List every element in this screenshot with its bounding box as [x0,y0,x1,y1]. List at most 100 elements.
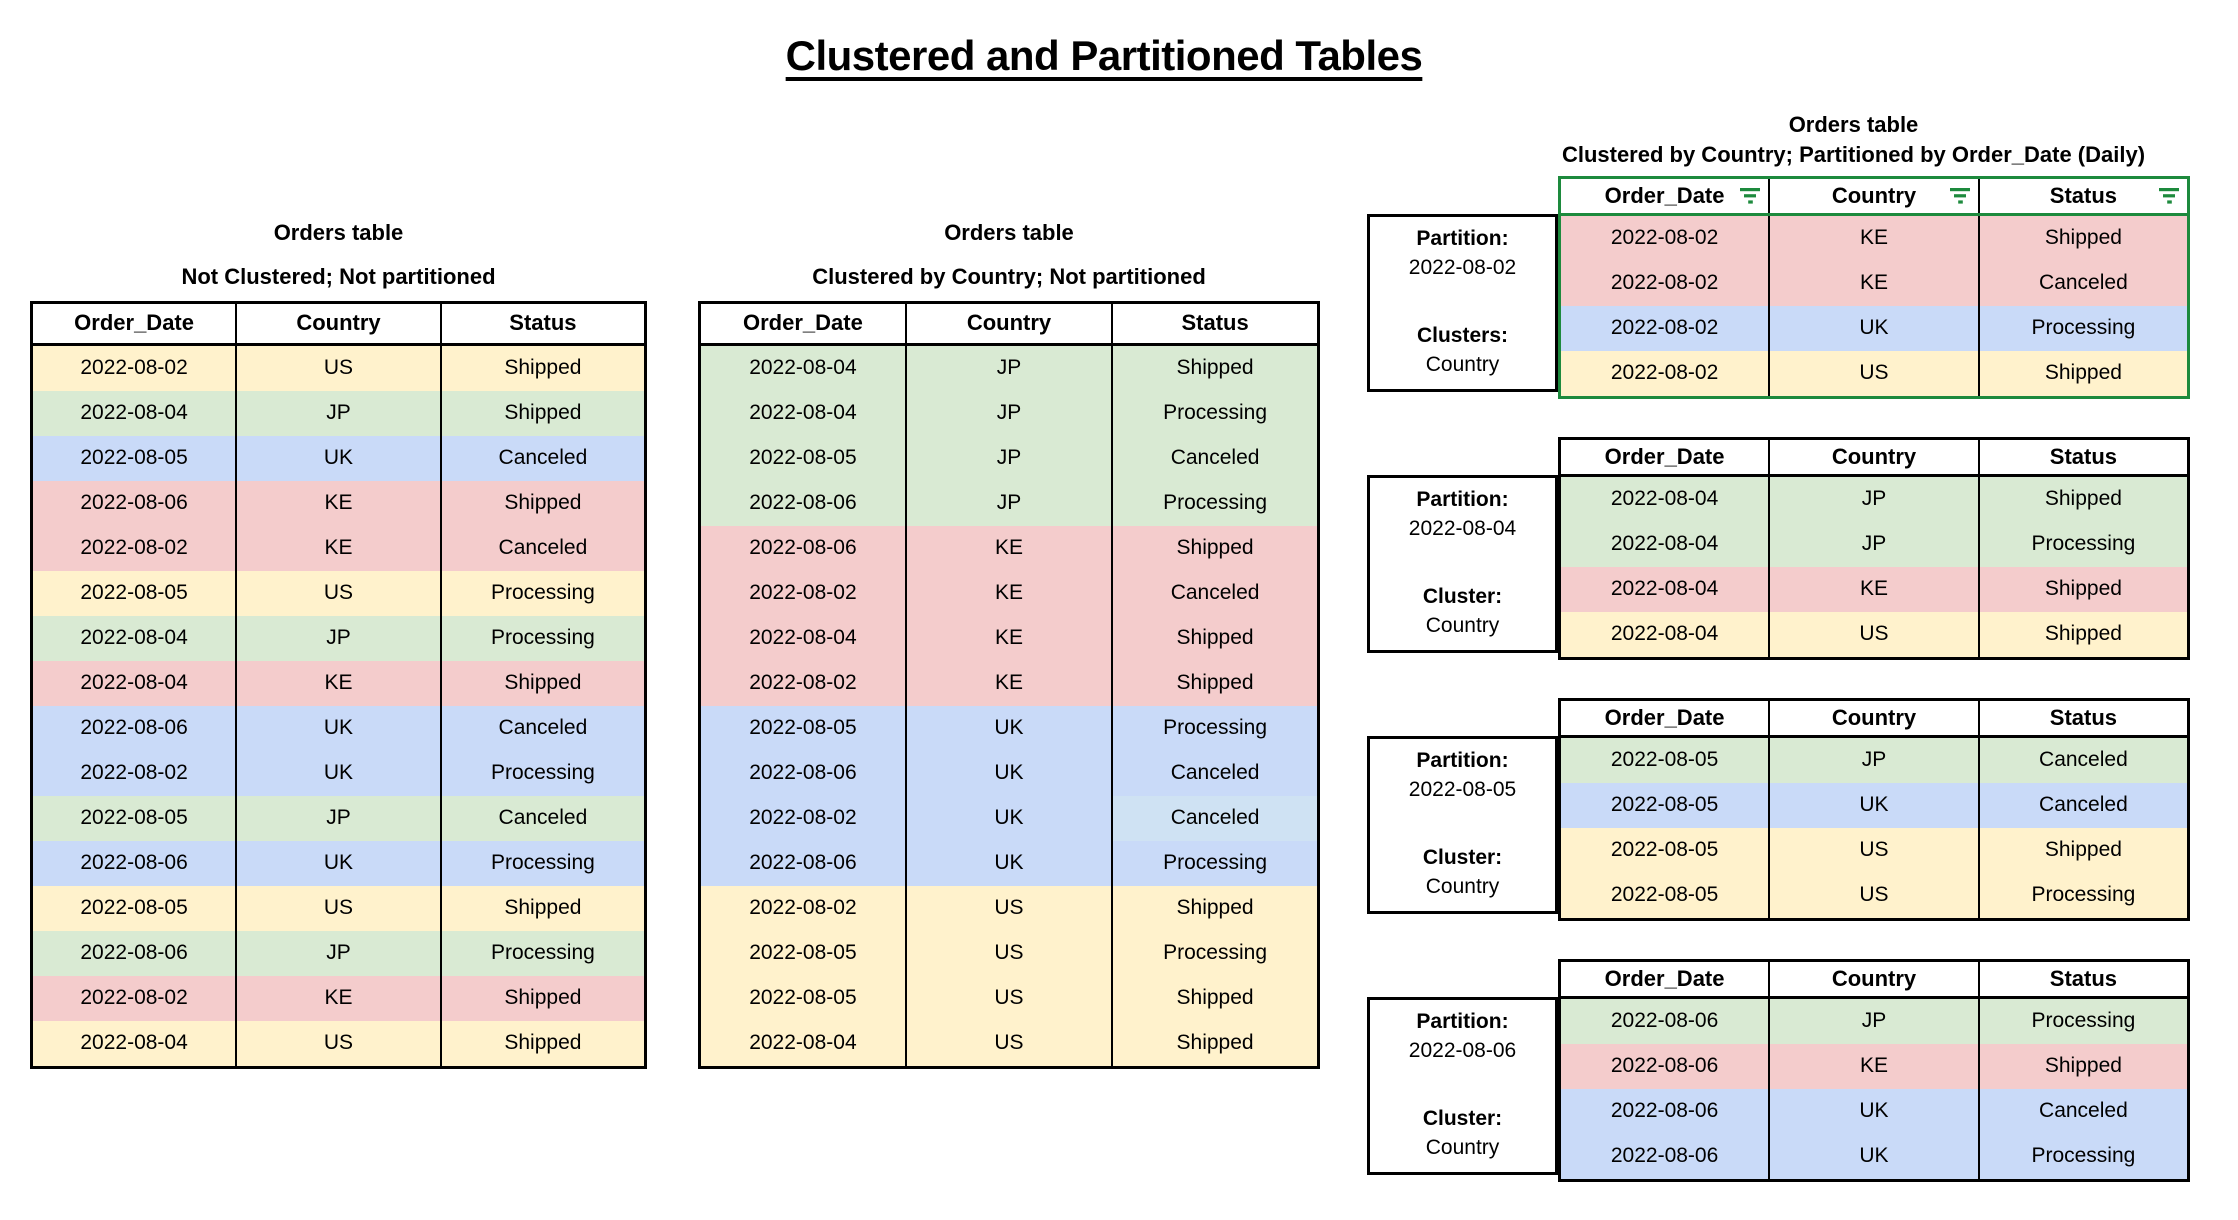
table-row: 2022-08-02 UK Processing [1559,305,2189,351]
cell-order-date: 2022-08-06 [1559,1043,1770,1089]
table-row: 2022-08-05 US Processing [31,570,646,616]
table-row: 2022-08-04 JP Processing [31,615,646,661]
cell-status: Shipped [439,975,646,1021]
cell-order-date: 2022-08-06 [1559,997,1770,1044]
partition-info: Partition: 2022-08-05 [1372,746,1553,804]
cell-country: JP [235,930,441,976]
table-row: 2022-08-05 US Shipped [31,885,646,931]
cell-order-date: 2022-08-04 [31,615,237,661]
cell-status: Processing [1977,305,2189,351]
cell-country: JP [904,344,1113,391]
column-header-label: Country [966,310,1052,336]
cell-order-date: 2022-08-06 [31,840,237,886]
table-row: 2022-08-05 US Processing [1559,872,2189,920]
column-header-country: Country [904,302,1113,346]
table-row: 2022-08-05 UK Processing [699,705,1319,751]
table-row: 2022-08-05 US Shipped [1559,827,2189,873]
filter-icon[interactable] [1949,187,1971,204]
cell-status: Canceled [439,705,646,751]
cell-country: KE [235,975,441,1021]
cluster-info: Clusters: Country [1372,321,1553,379]
partition-block-2022-08-06: Partition: 2022-08-06 Cluster: Country Order… [1367,958,2190,1182]
partition-value: 2022-08-02 [1408,255,1517,279]
table-row: 2022-08-04 US Shipped [31,1020,646,1068]
cell-status: Processing [439,930,646,976]
cell-status: Processing [1977,872,2189,920]
table-row: 2022-08-02 US Shipped [699,885,1319,931]
column-header-country: Country [235,302,441,346]
header-row: Order_Date Country Status [1559,438,2189,477]
partition-block-2022-08-02: Partition: 2022-08-02 Clusters: Country Orde… [1367,175,2190,399]
cell-status: Canceled [1977,782,2189,828]
partition-block-2022-08-04: Partition: 2022-08-04 Cluster: Country Order… [1367,436,2190,660]
column-header-status: Status [1977,960,2189,999]
partition-table-wrap: Order_Date Country Status 2022-08-04 JP Shipp… [1558,436,2190,660]
table-row: 2022-08-04 JP Processing [699,390,1319,436]
table-row: 2022-08-04 JP Shipped [31,390,646,436]
column-header-status: Status [1111,302,1319,346]
cell-status: Processing [1977,1133,2189,1181]
cell-order-date: 2022-08-02 [699,885,906,931]
cell-country: US [1768,350,1979,398]
table-row: 2022-08-02 KE Canceled [31,525,646,571]
partition-label: Partition: [1416,1009,1509,1033]
column-header-label: Status [509,310,577,336]
section-clustered: Orders table Clustered by Country; Not p… [698,220,1320,1069]
column-header-label: Country [296,310,381,336]
column-header-label: Country [1831,704,1917,730]
column-header-label: Order_Date [742,310,863,336]
section-not-clustered: Orders table Not Clustered; Not partitio… [30,220,647,1069]
column-header-label: Order_Date [74,310,194,336]
partition-value: 2022-08-04 [1408,516,1517,540]
cell-order-date: 2022-08-05 [1559,736,1770,783]
filter-icon[interactable] [1740,187,1761,204]
cluster-label: Cluster: [1422,1106,1503,1130]
cell-country: KE [904,570,1113,616]
cell-country: UK [904,705,1113,751]
cell-country: KE [235,480,441,526]
cell-status: Processing [1111,390,1319,436]
cluster-value: Country [1425,352,1500,376]
column-header-order_date: Order_Date [1559,177,1770,216]
cell-order-date: 2022-08-05 [31,435,237,481]
table-row: 2022-08-06 UK Processing [1559,1133,2189,1181]
cell-status: Shipped [1111,525,1319,571]
partition-info: Partition: 2022-08-04 [1372,485,1553,543]
table-row: 2022-08-06 UK Canceled [31,705,646,751]
cell-order-date: 2022-08-04 [699,615,906,661]
table-title: Orders table [944,220,1074,245]
partition-value: 2022-08-05 [1408,777,1517,801]
cluster-info: Cluster: Country [1372,582,1553,640]
cell-order-date: 2022-08-05 [699,705,906,751]
cell-country: JP [1768,475,1979,522]
column-header-label: Status [1181,310,1249,336]
cell-country: UK [904,840,1113,886]
cell-order-date: 2022-08-02 [699,795,906,841]
partition-value: 2022-08-06 [1408,1038,1517,1062]
cell-status: Canceled [1977,260,2189,306]
partition-tables-mount: Partition: 2022-08-02 Clusters: Country Orde… [1367,175,2190,1182]
cell-country: UK [1768,1088,1979,1134]
table-subtitle: Not Clustered; Not partitioned [181,264,496,290]
cell-order-date: 2022-08-04 [699,1020,906,1068]
table-row: 2022-08-06 UK Canceled [1559,1088,2189,1134]
partition-table-wrap: Order_Date Country Status 2022-08-02 KE Shipp… [1558,175,2190,399]
cell-country: US [904,975,1113,1021]
cell-country: UK [904,795,1113,841]
cell-country: KE [1768,566,1979,612]
cell-country: US [904,1020,1113,1068]
cell-order-date: 2022-08-05 [1559,827,1770,873]
table-row: 2022-08-04 JP Processing [1559,521,2189,567]
column-header-label: Country [1831,965,1917,991]
cell-status: Shipped [439,344,646,391]
cell-status: Processing [1977,997,2189,1044]
cell-order-date: 2022-08-04 [1559,566,1770,612]
cell-country: KE [904,660,1113,706]
cell-order-date: 2022-08-06 [1559,1133,1770,1181]
cell-status: Shipped [1111,660,1319,706]
cell-order-date: 2022-08-04 [699,390,906,436]
filter-icon[interactable] [2159,187,2180,204]
column-header-status: Status [1977,177,2189,216]
cell-country: JP [904,390,1113,436]
cell-status: Canceled [439,525,646,571]
